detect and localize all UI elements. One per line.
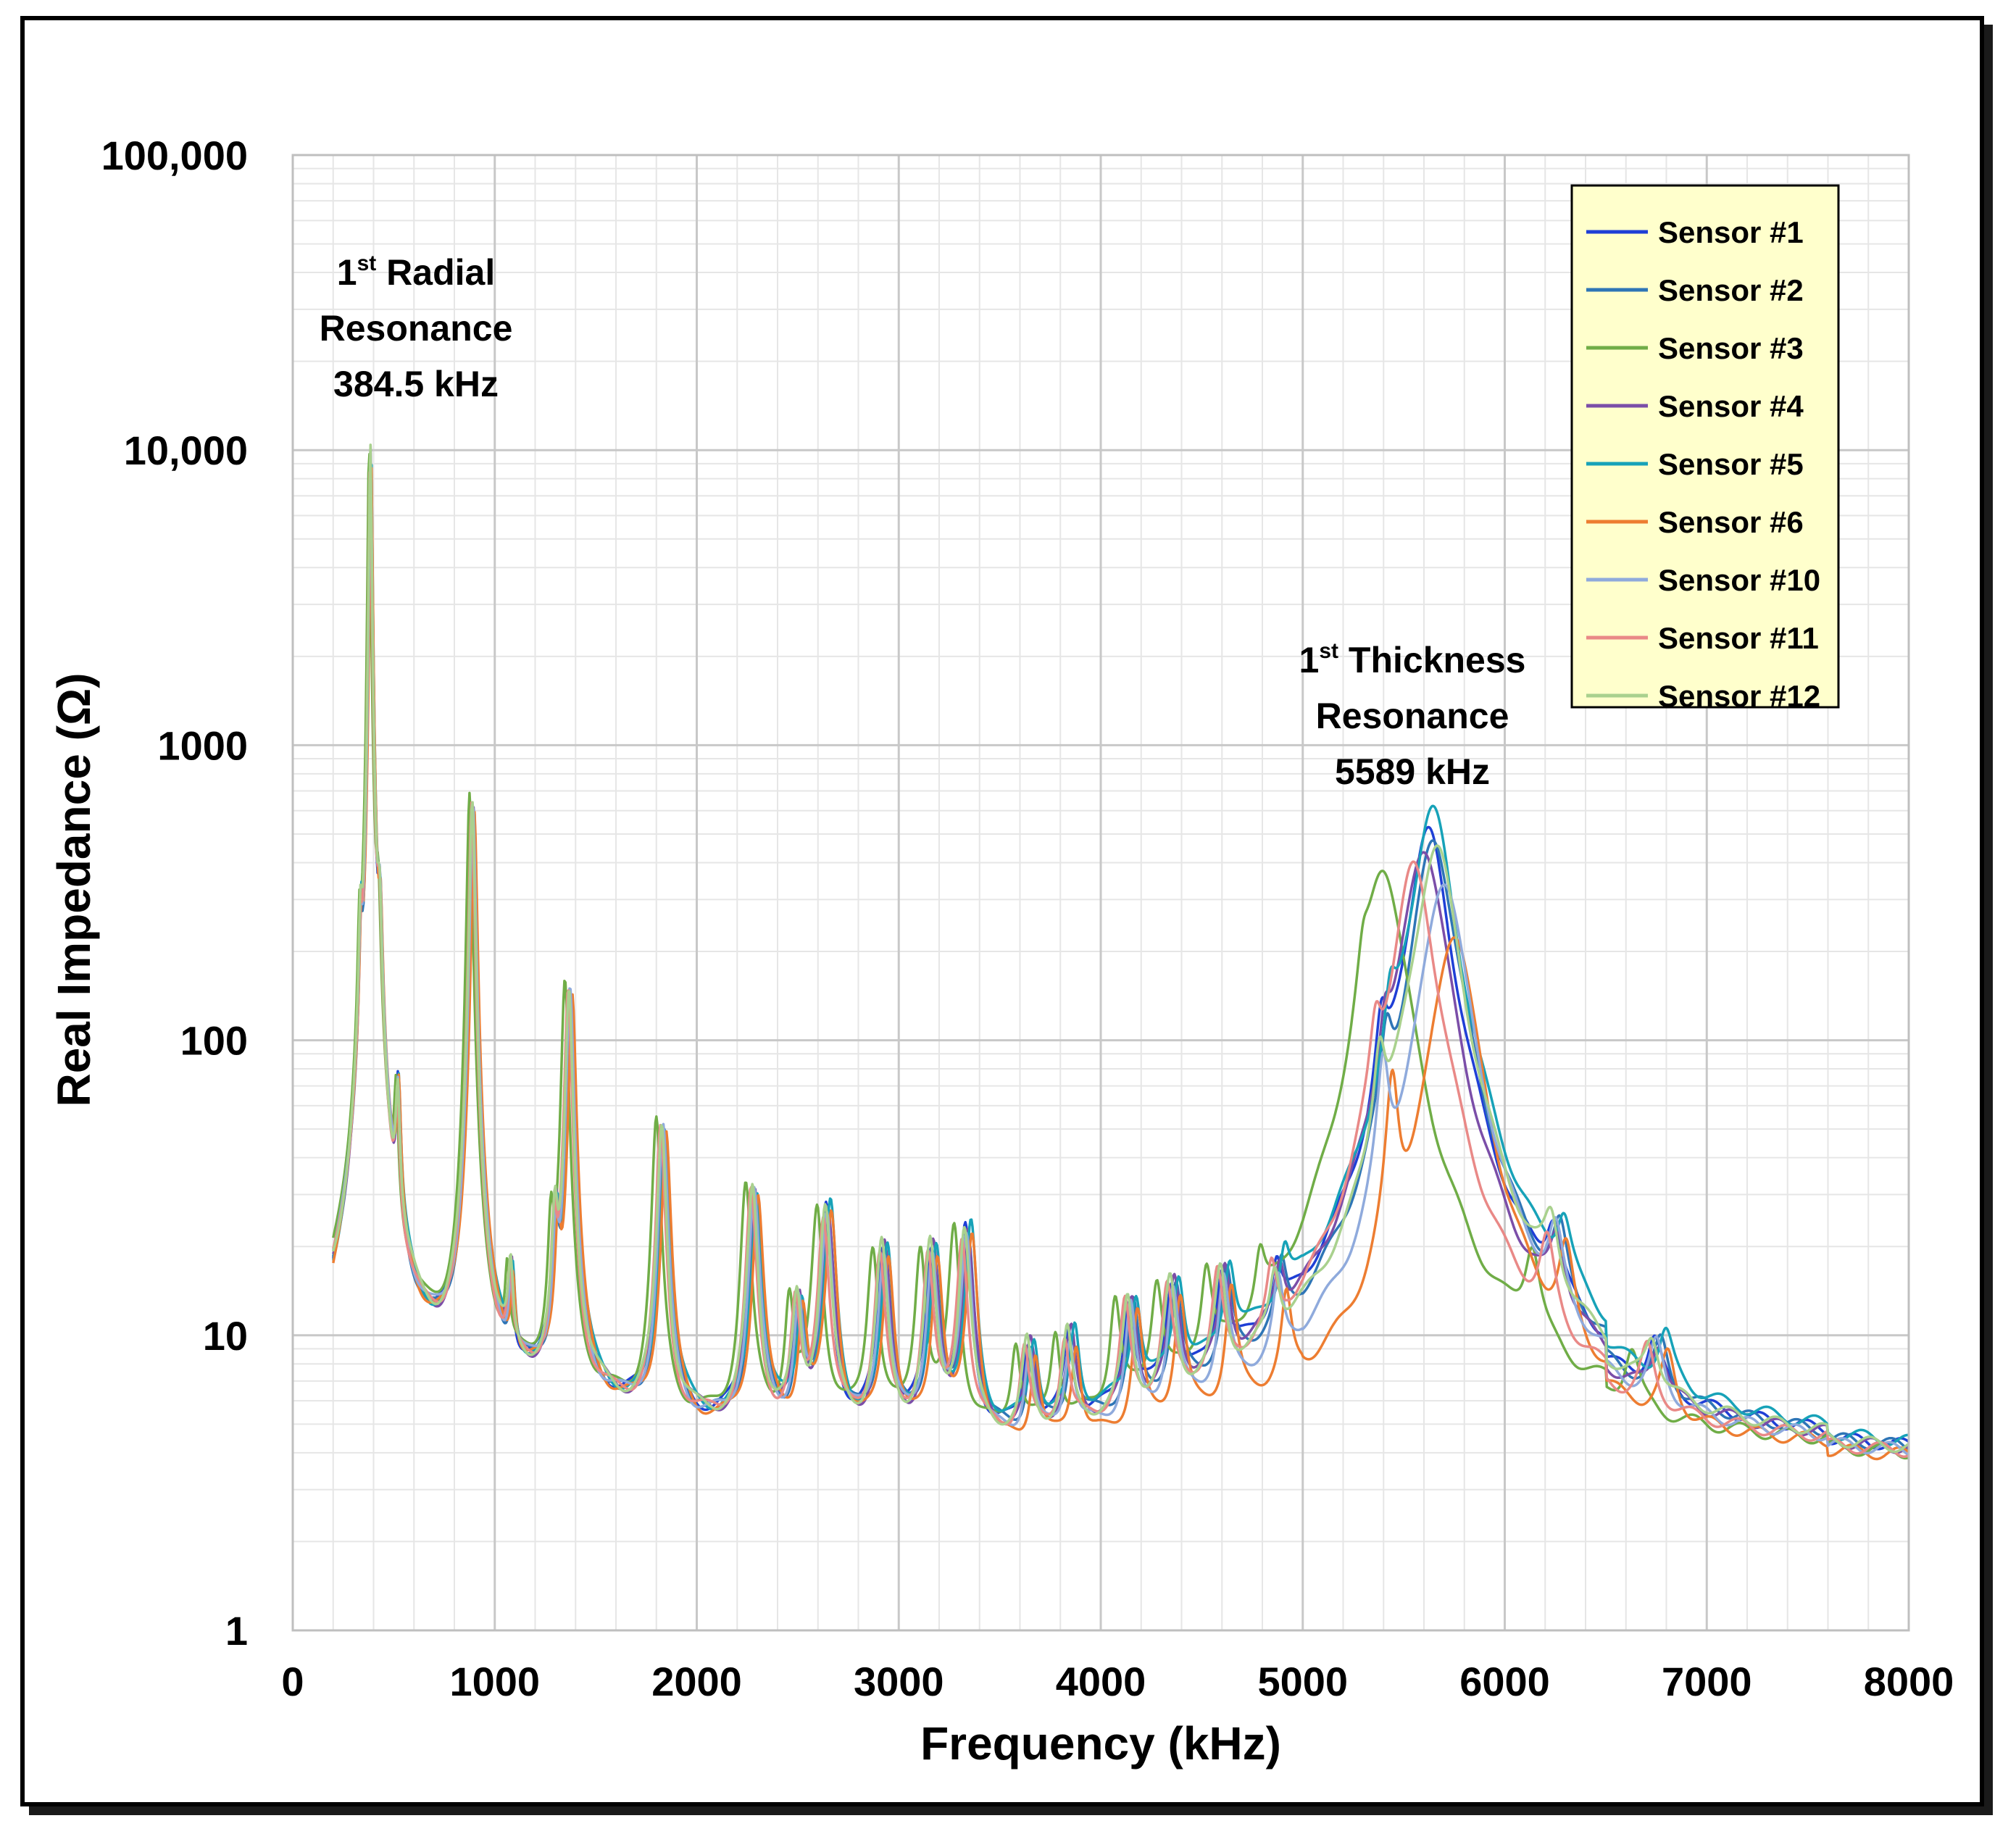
y-tick-label: 1000 bbox=[157, 722, 248, 768]
annotation-thickness-line3: 5589 kHz bbox=[1335, 751, 1490, 792]
annotation-radial-line3: 384.5 kHz bbox=[333, 364, 499, 404]
annotation-thickness-line1: 1st Thickness bbox=[1299, 639, 1526, 680]
y-tick-label: 100 bbox=[180, 1018, 248, 1064]
x-tick-label: 5000 bbox=[1257, 1659, 1348, 1704]
x-tick-label: 0 bbox=[281, 1659, 304, 1704]
legend-entry: Sensor #4 bbox=[1658, 389, 1804, 423]
impedance-chart: 1 10 100 1000 10,000 100,000 0 1000 2000 3000 400… bbox=[48, 133, 1954, 1770]
y-tick-label: 10,000 bbox=[124, 428, 248, 473]
annotation-radial-line1: 1st Radial bbox=[337, 251, 495, 293]
x-tick-label: 6000 bbox=[1459, 1659, 1550, 1704]
x-tick-label: 4000 bbox=[1056, 1659, 1146, 1704]
x-tick-label: 7000 bbox=[1662, 1659, 1752, 1704]
plot-border bbox=[291, 154, 1910, 1632]
legend-box bbox=[1570, 184, 1840, 709]
chart-frame: 1 10 100 1000 10,000 100,000 0 1000 2000 3000 400… bbox=[20, 16, 1984, 1806]
x-tick-labels: 0 1000 2000 3000 4000 5000 6000 7000 8000 bbox=[281, 1659, 1954, 1704]
y-axis-title: Real Impedance (Ω) bbox=[48, 672, 100, 1106]
x-tick-label: 1000 bbox=[449, 1659, 540, 1704]
x-tick-label: 3000 bbox=[854, 1659, 944, 1704]
y-tick-label: 1 bbox=[225, 1608, 248, 1654]
legend: Sensor #1 Sensor #2 Sensor #3 Sensor #4 Sens… bbox=[1570, 184, 1840, 713]
annotation-radial-line2: Resonance bbox=[320, 308, 513, 349]
legend-entry: Sensor #2 bbox=[1658, 273, 1804, 307]
legend-entry: Sensor #10 bbox=[1658, 563, 1820, 597]
y-tick-labels: 1 10 100 1000 10,000 100,000 bbox=[101, 133, 248, 1654]
annotation-radial: 1st Radial Resonance 384.5 kHz bbox=[320, 251, 513, 404]
series-line-7 bbox=[332, 452, 1909, 1456]
legend-entry: Sensor #12 bbox=[1658, 679, 1820, 713]
x-tick-label: 8000 bbox=[1864, 1659, 1954, 1704]
annotation-thickness-line2: Resonance bbox=[1316, 696, 1509, 736]
legend-entry: Sensor #1 bbox=[1658, 215, 1804, 249]
y-tick-label: 10 bbox=[203, 1313, 248, 1359]
legend-entry: Sensor #3 bbox=[1658, 331, 1804, 365]
x-axis-title: Frequency (kHz) bbox=[920, 1717, 1281, 1770]
legend-entry: Sensor #5 bbox=[1658, 447, 1804, 481]
annotation-thickness: 1st Thickness Resonance 5589 kHz bbox=[1299, 639, 1526, 792]
y-tick-label: 100,000 bbox=[101, 133, 248, 178]
legend-entry: Sensor #11 bbox=[1658, 621, 1819, 655]
series-layer bbox=[332, 443, 1910, 1461]
series-line-9 bbox=[332, 443, 1910, 1454]
series-line-8 bbox=[332, 467, 1909, 1458]
x-tick-label: 2000 bbox=[651, 1659, 742, 1704]
legend-entry: Sensor #6 bbox=[1658, 505, 1804, 539]
